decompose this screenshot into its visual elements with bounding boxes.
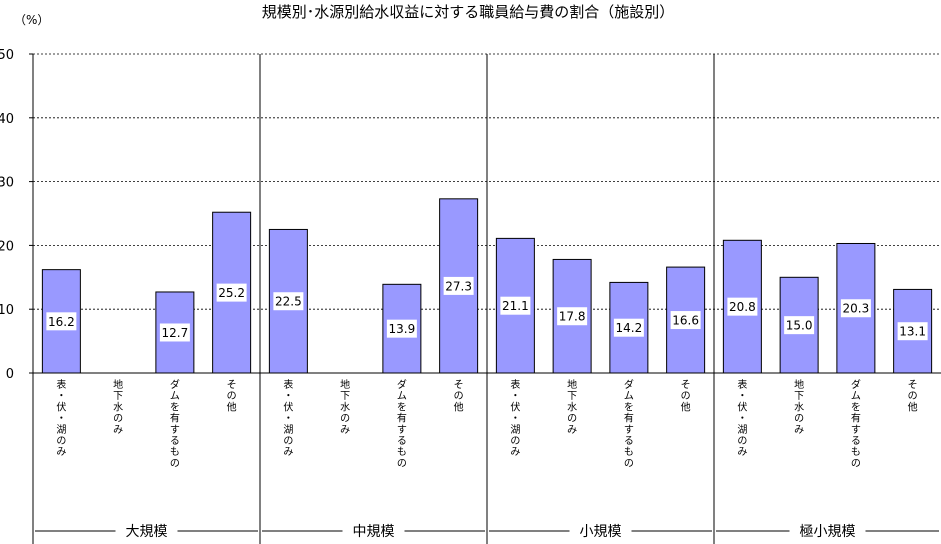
data-label-box <box>557 307 588 326</box>
data-label-box <box>613 318 644 337</box>
data-label: 15.0 <box>786 319 813 333</box>
category-label: その他 <box>908 379 918 413</box>
data-label: 16.6 <box>672 314 699 328</box>
data-label-box <box>840 299 871 318</box>
category-label: ダムを有するもの <box>624 378 634 469</box>
category-label: ダムを有するもの <box>397 378 407 469</box>
category-label: その他 <box>454 379 464 413</box>
y-tick-label: 30 <box>0 176 14 191</box>
data-label: 16.2 <box>48 315 75 329</box>
category-label: 表・伏・湖のみ <box>737 378 747 458</box>
data-label: 21.1 <box>502 299 529 313</box>
y-axis: 0 10 20 30 40 50 <box>0 48 34 382</box>
category-label: 地下水のみ <box>340 378 350 436</box>
data-label-box <box>500 296 531 315</box>
y-tick-label: 10 <box>0 303 14 318</box>
category-label: ダムを有するもの <box>170 378 180 469</box>
data-label-box <box>727 297 758 316</box>
category-label: 地下水のみ <box>567 378 577 436</box>
category-label: 地下水のみ <box>794 378 804 436</box>
data-label: 14.2 <box>616 321 643 335</box>
bars: 16.2 12.7 25.2 22.5 13.9 27.3 21.1 17.8 14.2 16.6… <box>41 198 933 374</box>
data-label-box <box>46 312 77 331</box>
category-label: 表・伏・湖のみ <box>510 378 520 458</box>
data-label-box <box>897 322 928 341</box>
category-label: 地下水のみ <box>113 378 123 436</box>
group-label: 大規模 <box>126 524 168 540</box>
data-label-box <box>273 292 304 311</box>
data-label-box <box>386 319 417 338</box>
data-label-box <box>159 323 190 342</box>
y-tick-label: 0 <box>6 367 14 382</box>
data-label: 25.2 <box>218 286 245 300</box>
data-label: 20.8 <box>729 300 756 314</box>
chart-title: 規模別･水源別給水収益に対する職員給与費の割合（施設別） <box>262 3 675 21</box>
data-label: 17.8 <box>559 310 586 324</box>
data-label: 20.3 <box>843 302 870 316</box>
y-tick-label: 20 <box>0 239 14 254</box>
category-label: 表・伏・湖のみ <box>56 378 66 458</box>
data-label: 13.1 <box>899 325 926 339</box>
data-label: 22.5 <box>275 295 302 309</box>
category-label: その他 <box>227 379 237 413</box>
category-label: 表・伏・湖のみ <box>283 378 293 458</box>
data-label-box <box>670 311 701 330</box>
category-label: ダムを有するもの <box>851 378 861 469</box>
y-axis-unit: （%） <box>14 13 49 27</box>
data-label: 12.7 <box>162 326 189 340</box>
data-label-box <box>443 276 474 295</box>
group-label: 極小規模 <box>800 524 856 540</box>
data-label-box <box>216 283 247 302</box>
data-label: 27.3 <box>445 279 472 293</box>
y-tick-label: 50 <box>0 48 14 63</box>
data-label-box <box>784 316 815 335</box>
group-label: 中規模 <box>353 524 395 540</box>
category-label: その他 <box>681 379 691 413</box>
data-label: 13.9 <box>389 322 416 336</box>
y-tick-label: 40 <box>0 112 14 127</box>
group-label: 小規模 <box>580 524 622 540</box>
